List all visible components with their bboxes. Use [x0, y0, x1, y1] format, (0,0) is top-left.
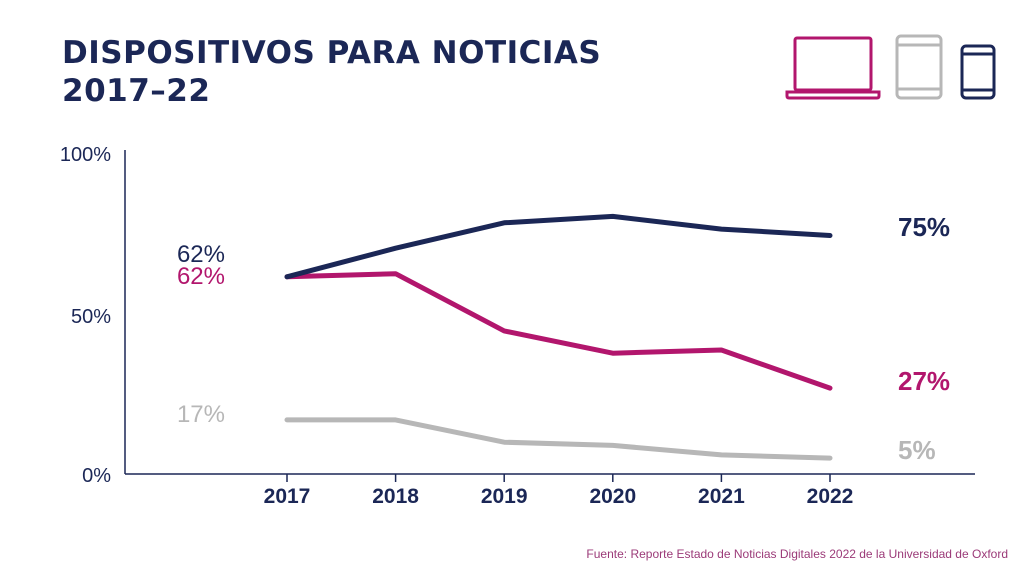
end-label-tablet: 5% — [898, 435, 936, 465]
x-tick-label: 2021 — [698, 485, 745, 508]
source-note: Fuente: Reporte Estado de Noticias Digit… — [586, 547, 1008, 561]
x-tick-label: 2022 — [807, 485, 854, 508]
y-tick-label: 0% — [82, 465, 111, 487]
end-label-laptop: 27% — [898, 366, 950, 396]
end-label-smartphone: 75% — [898, 212, 950, 242]
smartphone-icon — [960, 44, 996, 100]
y-tick-label: 100% — [60, 144, 111, 166]
laptop-icon — [785, 36, 881, 100]
title-line-1: DISPOSITIVOS PARA NOTICIAS — [62, 35, 602, 71]
series-line-tablet — [284, 417, 833, 461]
start-label-tablet: 17% — [177, 401, 225, 428]
x-tick-label: 2020 — [589, 485, 636, 508]
start-label-laptop: 62% — [177, 263, 225, 290]
series-line-laptop — [284, 271, 833, 391]
tablet-icon — [895, 34, 943, 100]
start-label-smartphone: 62% — [177, 241, 225, 268]
x-tick-label: 2019 — [481, 485, 528, 508]
title-line-2: 2017–22 — [62, 73, 211, 109]
series-line-smartphone — [284, 213, 833, 280]
x-tick-label: 2018 — [372, 485, 419, 508]
device-icons — [785, 34, 996, 100]
chart-title: DISPOSITIVOS PARA NOTICIAS 2017–22 — [62, 34, 601, 110]
x-tick-label: 2017 — [264, 485, 311, 508]
y-tick-label: 50% — [71, 306, 111, 328]
